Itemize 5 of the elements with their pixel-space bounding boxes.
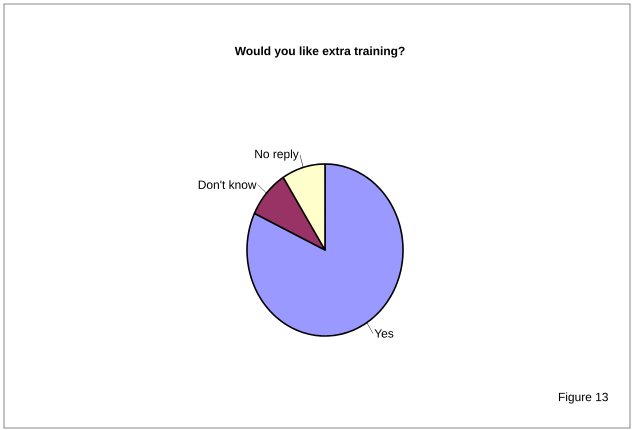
slice-label: No reply — [255, 149, 299, 161]
caption: Figure 13 — [558, 392, 608, 404]
slice-label: Don't know — [198, 180, 257, 189]
chart-title: Would you like extra training? — [234, 46, 405, 58]
slice-label: Yes — [374, 329, 394, 338]
